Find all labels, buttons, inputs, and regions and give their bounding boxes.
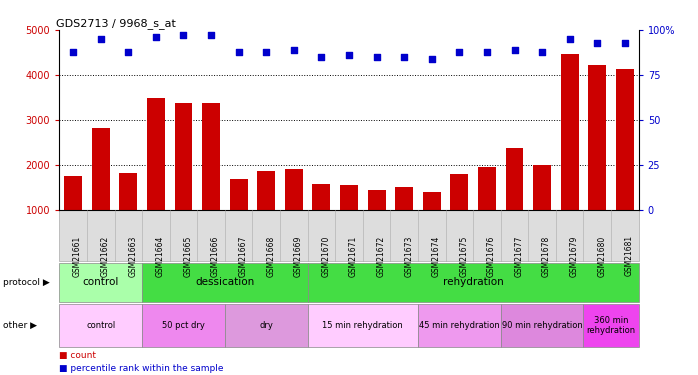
- Point: [509, 47, 520, 53]
- Bar: [202, 103, 220, 255]
- Point: [123, 49, 134, 55]
- Text: control: control: [82, 277, 119, 287]
- Bar: [119, 173, 138, 255]
- Text: dry: dry: [259, 321, 273, 330]
- Point: [619, 40, 630, 46]
- Text: GSM21669: GSM21669: [294, 236, 303, 277]
- Bar: [91, 128, 110, 255]
- Text: 360 min
rehydration: 360 min rehydration: [586, 316, 636, 335]
- Bar: [230, 178, 248, 255]
- Point: [399, 54, 410, 60]
- Text: 45 min rehydration: 45 min rehydration: [419, 321, 500, 330]
- Bar: [505, 148, 524, 255]
- Text: 90 min rehydration: 90 min rehydration: [502, 321, 583, 330]
- Text: GDS2713 / 9968_s_at: GDS2713 / 9968_s_at: [57, 18, 177, 29]
- Text: GSM21677: GSM21677: [514, 236, 524, 277]
- Point: [315, 54, 327, 60]
- Text: GSM21675: GSM21675: [459, 236, 468, 277]
- Text: GSM21662: GSM21662: [101, 236, 110, 277]
- Text: GSM21673: GSM21673: [404, 236, 413, 277]
- Text: GSM21680: GSM21680: [597, 236, 607, 277]
- Text: 50 pct dry: 50 pct dry: [162, 321, 205, 330]
- Text: GSM21665: GSM21665: [184, 236, 193, 277]
- Text: GSM21678: GSM21678: [542, 236, 551, 277]
- Bar: [174, 103, 193, 255]
- Bar: [258, 171, 275, 255]
- Point: [178, 32, 189, 38]
- Point: [233, 49, 244, 55]
- Text: GSM21671: GSM21671: [349, 236, 358, 277]
- Point: [150, 34, 161, 40]
- Bar: [423, 192, 440, 255]
- Text: GSM21672: GSM21672: [377, 236, 385, 277]
- Text: rehydration: rehydration: [443, 277, 503, 287]
- Point: [564, 36, 575, 42]
- Text: GSM21679: GSM21679: [570, 236, 579, 277]
- Bar: [395, 187, 413, 255]
- Point: [288, 47, 299, 53]
- Text: 15 min rehydration: 15 min rehydration: [322, 321, 403, 330]
- Bar: [560, 54, 579, 255]
- Text: GSM21666: GSM21666: [211, 236, 220, 277]
- Point: [537, 49, 548, 55]
- Point: [95, 36, 106, 42]
- Text: GSM21670: GSM21670: [321, 236, 330, 277]
- Bar: [533, 165, 551, 255]
- Text: dessication: dessication: [195, 277, 255, 287]
- Point: [68, 49, 79, 55]
- Text: GSM21668: GSM21668: [266, 236, 275, 277]
- Bar: [616, 69, 634, 255]
- Text: GSM21674: GSM21674: [432, 236, 440, 277]
- Bar: [147, 98, 165, 255]
- Text: GSM21663: GSM21663: [128, 236, 138, 277]
- Point: [260, 49, 272, 55]
- Text: GSM21661: GSM21661: [73, 236, 82, 277]
- Text: protocol ▶: protocol ▶: [3, 278, 50, 286]
- Point: [426, 56, 438, 62]
- Bar: [588, 65, 607, 255]
- Text: GSM21676: GSM21676: [487, 236, 496, 277]
- Bar: [340, 186, 358, 255]
- Bar: [450, 174, 468, 255]
- Text: ■ count: ■ count: [59, 351, 96, 360]
- Bar: [313, 184, 330, 255]
- Bar: [285, 169, 303, 255]
- Point: [343, 52, 355, 58]
- Point: [482, 49, 493, 55]
- Text: other ▶: other ▶: [3, 321, 38, 330]
- Text: ■ percentile rank within the sample: ■ percentile rank within the sample: [59, 364, 224, 373]
- Text: GSM21681: GSM21681: [625, 236, 634, 276]
- Point: [371, 54, 383, 60]
- Text: control: control: [86, 321, 115, 330]
- Bar: [478, 167, 496, 255]
- Point: [454, 49, 465, 55]
- Text: GSM21664: GSM21664: [156, 236, 165, 277]
- Point: [205, 32, 216, 38]
- Point: [592, 40, 603, 46]
- Bar: [368, 190, 385, 255]
- Text: GSM21667: GSM21667: [239, 236, 248, 277]
- Bar: [64, 176, 82, 255]
